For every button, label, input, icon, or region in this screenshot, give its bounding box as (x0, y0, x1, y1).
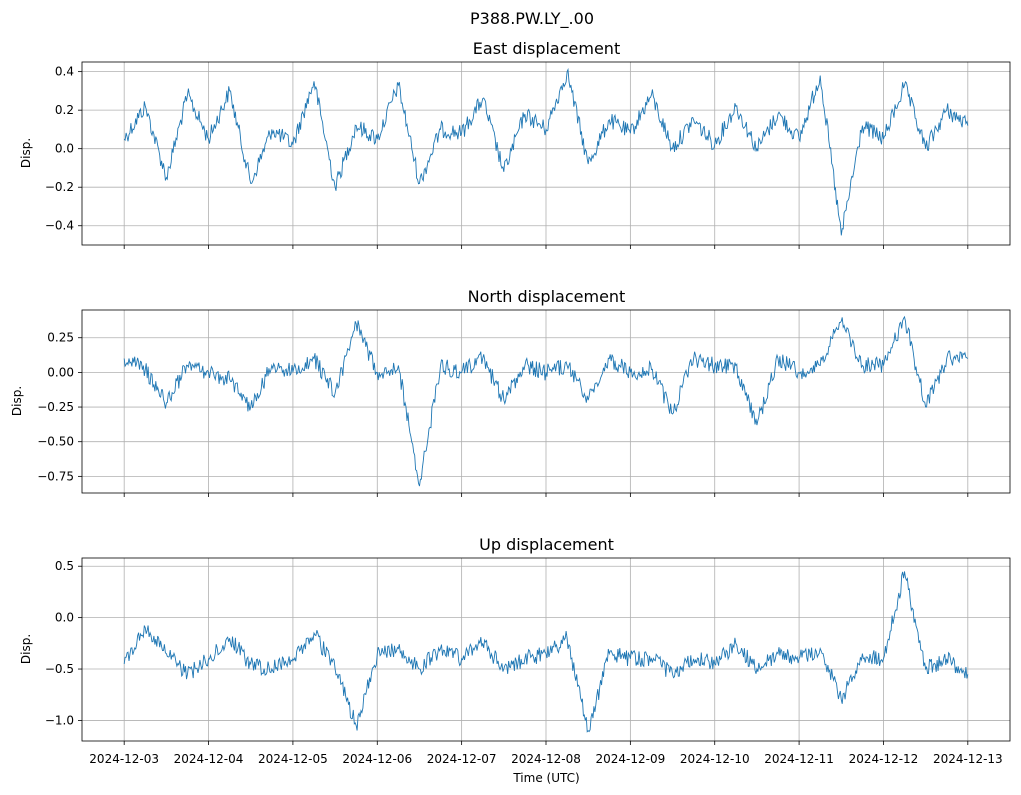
up-panel: Up displacement Disp. 0.5 0.0 −0.5 −1.0 (19, 535, 1011, 745)
up-plot-area: 0.5 0.0 −0.5 −1.0 (45, 557, 1011, 745)
east-y-tick-label: −0.4 (45, 219, 74, 233)
x-tick-label: 2024-12-10 (680, 752, 750, 766)
x-tick-label: 2024-12-13 (933, 752, 1003, 766)
north-panel-title: North displacement (468, 287, 626, 306)
x-tick-label: 2024-12-12 (849, 752, 919, 766)
east-panel: East displacement Disp. 0.4 0.2 0.0 −0.2 −0.… (19, 39, 1011, 249)
north-y-tick-label: −0.25 (37, 400, 74, 414)
x-tick-label: 2024-12-05 (258, 752, 328, 766)
up-series-line (123, 571, 969, 733)
east-y-axis-label: Disp. (19, 138, 33, 168)
up-y-tick-label: −1.0 (45, 713, 74, 727)
east-axes-frame (81, 61, 1011, 246)
up-axes-frame (81, 557, 1011, 742)
east-y-tick-label: 0.4 (55, 65, 74, 79)
north-plot-area: 0.25 0.00 −0.25 −0.50 −0.75 (37, 309, 1011, 497)
x-tick-label: 2024-12-04 (174, 752, 244, 766)
up-panel-title: Up displacement (479, 535, 614, 554)
x-tick-labels: 2024-12-03 2024-12-04 2024-12-05 2024-12-06… (89, 752, 1002, 766)
up-y-tick-label: −0.5 (45, 662, 74, 676)
north-y-tick-label: −0.50 (37, 435, 74, 449)
figure-suptitle: P388.PW.LY_.00 (470, 9, 594, 29)
x-tick-label: 2024-12-06 (342, 752, 412, 766)
east-y-tick-label: −0.2 (45, 180, 74, 194)
north-series-line (123, 315, 969, 487)
north-y-axis-label: Disp. (10, 386, 24, 416)
east-y-tick-label: 0.0 (55, 142, 74, 156)
north-panel: North displacement Disp. 0.25 0.00 −0.25 −0… (10, 287, 1011, 497)
x-tick-label: 2024-12-09 (595, 752, 665, 766)
up-y-tick-label: 0.0 (55, 611, 74, 625)
north-y-tick-label: −0.75 (37, 469, 74, 483)
x-tick-label: 2024-12-07 (427, 752, 497, 766)
x-tick-label: 2024-12-11 (764, 752, 834, 766)
east-panel-title: East displacement (473, 39, 620, 58)
x-tick-label: 2024-12-08 (511, 752, 581, 766)
x-axis-label: Time (UTC) (512, 771, 579, 785)
east-series-line (123, 67, 969, 236)
north-axes-frame (81, 309, 1011, 494)
east-plot-area: 0.4 0.2 0.0 −0.2 −0.4 (45, 61, 1011, 249)
x-tick-label: 2024-12-03 (89, 752, 159, 766)
north-y-tick-label: 0.00 (47, 365, 74, 379)
north-y-tick-label: 0.25 (47, 331, 74, 345)
up-y-tick-label: 0.5 (55, 559, 74, 573)
up-y-axis-label: Disp. (19, 634, 33, 664)
east-y-tick-label: 0.2 (55, 103, 74, 117)
